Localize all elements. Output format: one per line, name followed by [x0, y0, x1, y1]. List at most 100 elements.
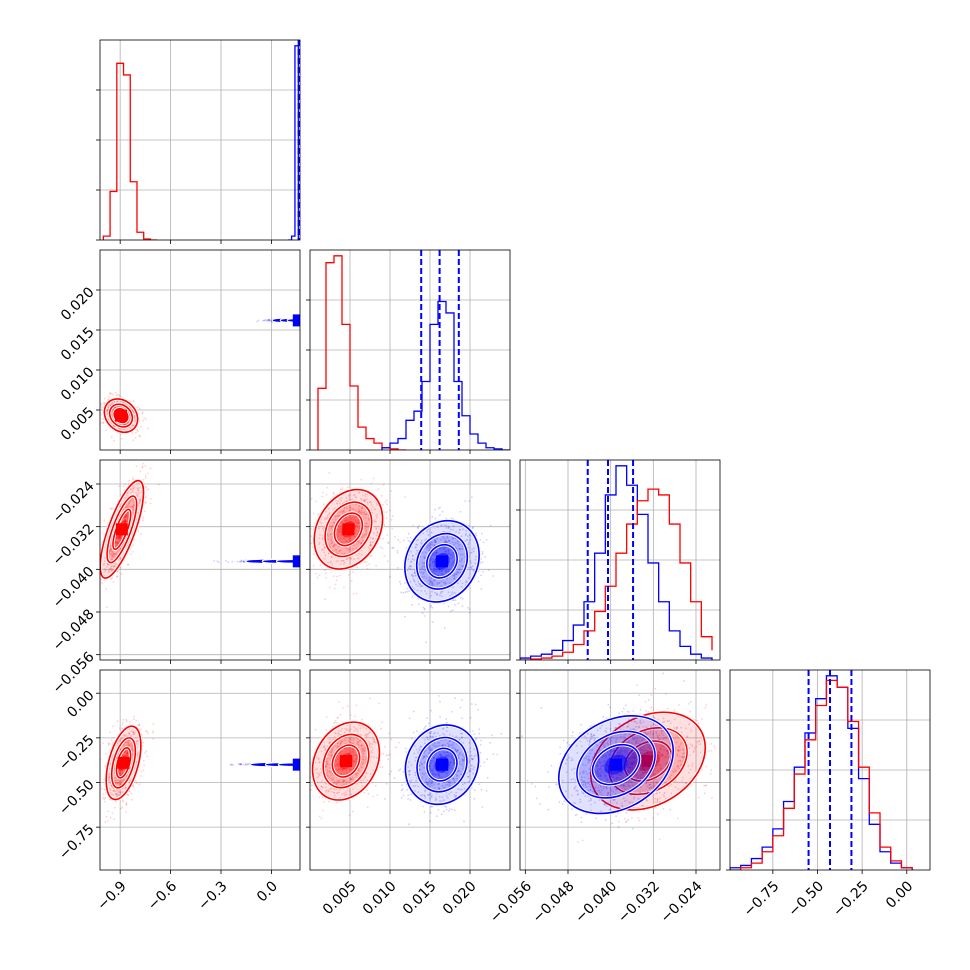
scatter-point	[313, 320, 315, 322]
scatter-point	[131, 748, 133, 751]
scatter-point	[323, 503, 325, 506]
scatter-point	[96, 432, 98, 434]
scatter-point	[327, 320, 329, 322]
scatter-point	[114, 562, 117, 565]
scatter-point	[103, 401, 105, 404]
scatter-point	[356, 557, 359, 560]
scatter-point	[327, 508, 330, 510]
scatter-point	[313, 320, 315, 322]
scatter-point	[361, 539, 364, 542]
scatter-point	[440, 524, 442, 527]
scatter-point	[421, 551, 424, 554]
scatter-point	[126, 754, 128, 757]
scatter-point	[312, 512, 315, 515]
scatter-point	[413, 559, 416, 561]
scatter-point	[310, 542, 313, 545]
scatter-point	[305, 560, 307, 562]
scatter-point	[227, 561, 229, 564]
scatter-point	[112, 393, 114, 396]
scatter-point	[452, 609, 454, 612]
scatter-point	[311, 560, 313, 562]
scatter-point	[111, 558, 114, 561]
scatter-point	[348, 573, 350, 576]
scatter-point	[325, 572, 327, 574]
scatter-point	[102, 742, 104, 744]
scatter-point	[304, 560, 306, 562]
scatter-point	[345, 500, 348, 502]
scatter-point	[307, 511, 309, 513]
scatter-point	[304, 320, 306, 322]
scatter-point	[301, 560, 303, 562]
scatter-point	[337, 535, 339, 538]
scatter-point	[354, 516, 356, 519]
scatter-point	[130, 505, 133, 508]
scatter-point	[435, 568, 438, 571]
scatter-point	[140, 728, 142, 731]
scatter-point	[317, 320, 319, 322]
scatter-point	[307, 320, 309, 322]
scatter-point	[145, 485, 148, 488]
scatter-point	[358, 491, 360, 493]
scatter-point	[112, 581, 115, 583]
scatter-point	[147, 457, 149, 459]
scatter-point	[370, 482, 373, 485]
scatter-point	[304, 320, 306, 322]
marginal-panel-2	[516, 459, 721, 664]
scatter-point	[306, 561, 308, 563]
scatter-point	[307, 320, 309, 322]
scatter-point	[429, 559, 432, 562]
scatter-point	[370, 509, 373, 511]
scatter-point	[319, 319, 321, 321]
scatter-point	[366, 501, 369, 504]
histogram-red	[317, 255, 406, 450]
scatter-point	[113, 790, 116, 792]
scatter-point	[306, 319, 308, 321]
scatter-point	[122, 743, 125, 746]
scatter-point	[132, 400, 135, 403]
scatter-point	[415, 543, 418, 546]
scatter-point	[467, 606, 469, 609]
scatter-point	[110, 565, 113, 568]
scatter-point	[127, 740, 130, 743]
scatter-point	[319, 319, 321, 321]
scatter-point	[306, 320, 308, 322]
scatter-point	[318, 543, 320, 545]
scatter-point	[363, 534, 365, 537]
scatter-point	[427, 549, 430, 552]
scatter-point	[440, 570, 443, 573]
scatter-point	[322, 491, 324, 494]
scatter-point	[302, 320, 304, 322]
scatter-point	[140, 775, 143, 777]
scatter-point	[128, 501, 131, 504]
scatter-point	[306, 549, 308, 551]
scatter-point	[431, 580, 433, 583]
scatter-point	[368, 518, 370, 520]
scatter-point	[308, 560, 310, 562]
scatter-point	[144, 501, 147, 503]
scatter-point	[438, 582, 440, 584]
scatter-point	[337, 500, 339, 503]
scatter-point	[102, 422, 105, 424]
scatter-point	[87, 427, 89, 429]
scatter-point	[305, 320, 307, 322]
scatter-point	[411, 603, 413, 606]
scatter-point	[349, 493, 351, 496]
scatter-point	[408, 590, 410, 593]
scatter-point	[132, 508, 135, 511]
scatter-point	[301, 561, 303, 563]
scatter-point	[451, 551, 454, 554]
scatter-point	[314, 561, 316, 563]
scatter-point	[115, 394, 118, 396]
scatter-point	[303, 320, 305, 322]
scatter-point	[306, 320, 308, 322]
scatter-point	[364, 527, 367, 530]
scatter-point	[110, 392, 113, 395]
scatter-point	[456, 542, 459, 545]
scatter-blue	[213, 559, 316, 564]
scatter-point	[341, 496, 343, 499]
scatter-point	[110, 739, 113, 741]
scatter-point	[343, 511, 346, 513]
scatter-point	[306, 560, 308, 562]
scatter-point	[125, 514, 128, 516]
scatter-point	[406, 590, 408, 593]
